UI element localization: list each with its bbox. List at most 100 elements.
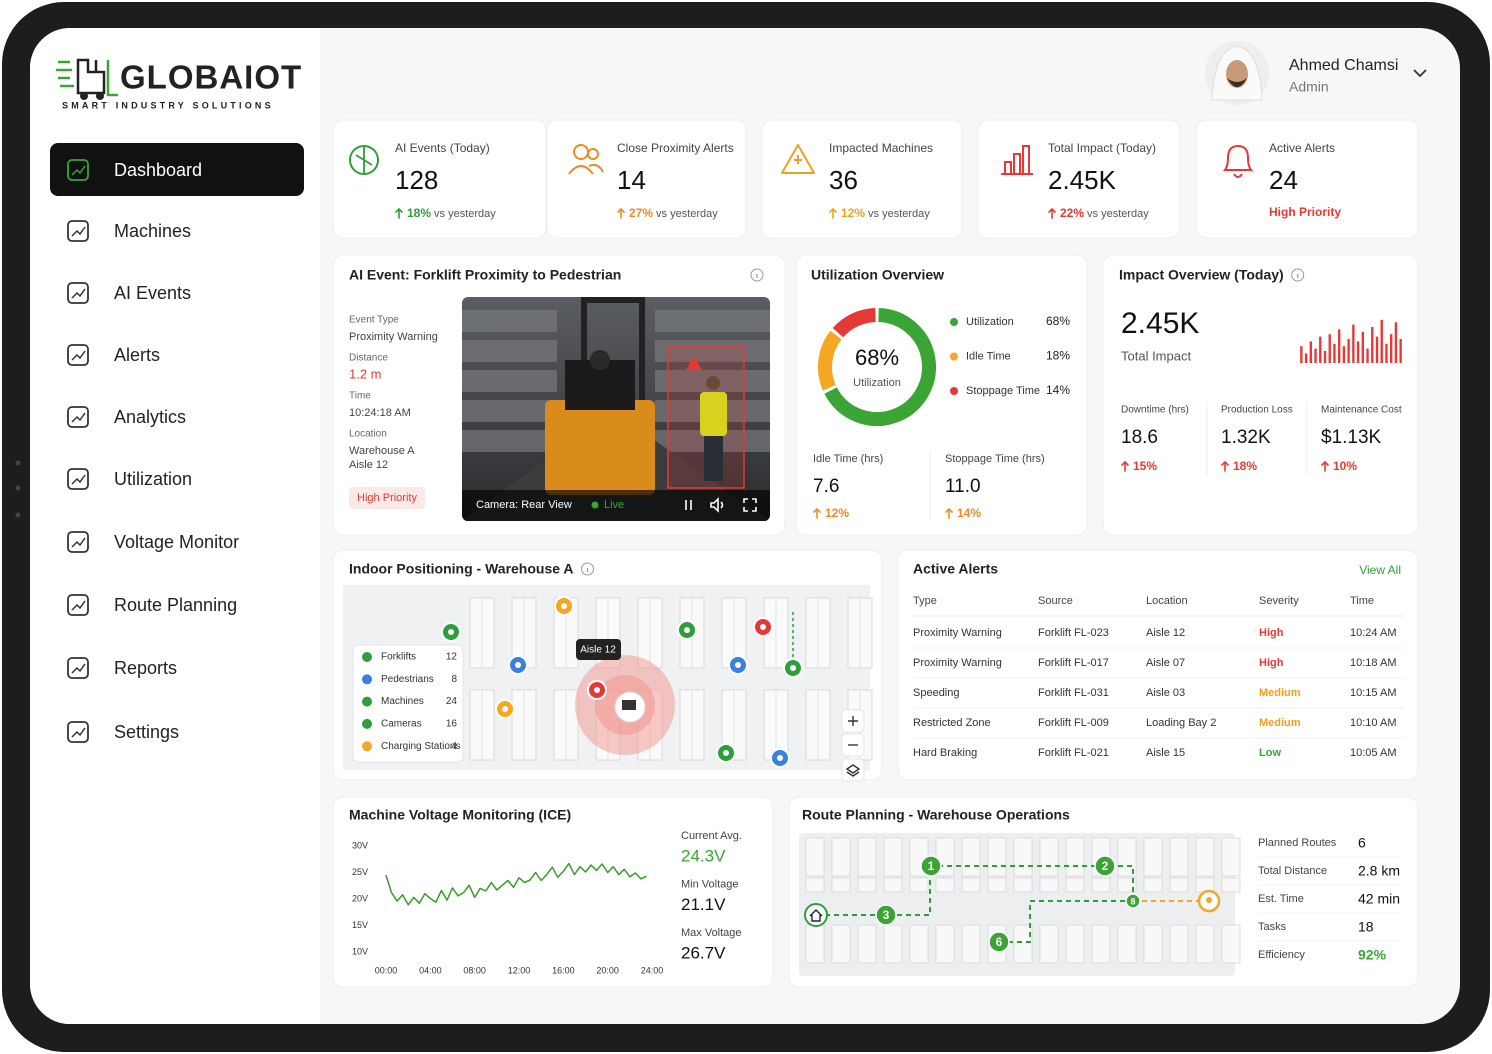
table-cell: Aisle 03 [1146,687,1185,699]
user-name: Ahmed Chamsi [1289,57,1398,74]
x-tick-label: 08:00 [463,965,486,975]
nav-item[interactable]: Voltage Monitor [67,531,239,553]
nav-item[interactable]: Utilization [67,468,192,490]
nav-label: AI Events [114,283,191,303]
kpi-label: Total Impact (Today) [1048,141,1156,155]
route-block [1195,924,1215,964]
card-title: Active Alerts [913,561,998,577]
up-arrow-icon [1121,460,1129,472]
worker-vest [700,392,727,436]
nav-label: Utilization [114,469,192,489]
map-control[interactable] [841,709,865,733]
driver [590,350,610,370]
map-control-icon [848,716,858,726]
nav-item[interactable]: Route Planning [67,594,237,616]
map-marker-dot [684,627,690,633]
impact-bar [1309,341,1312,363]
kpi-icon-detail [355,147,373,173]
route-start-icon [809,909,823,922]
nav-label: Alerts [114,345,160,365]
field-value: 1.2 m [349,366,382,381]
table-cell: Proximity Warning [913,657,1002,669]
route-block [1117,924,1137,964]
route-block [1143,877,1163,893]
nav-item[interactable]: Settings [67,721,179,743]
nav-item[interactable]: Reports [67,657,177,679]
field-value: 10:24:18 AM [349,407,411,419]
route-block [1169,877,1189,893]
route-block [987,877,1007,893]
x-tick-label: 12:00 [508,965,531,975]
info-icon [1291,268,1305,282]
kpi-note: High Priority [1269,205,1341,219]
nav-icon [67,282,89,304]
metric-change: 15% [1133,459,1157,473]
route-block [1039,837,1059,877]
nav-icon [67,594,89,616]
table-cell: 10:15 AM [1350,687,1396,699]
kpi-change: 22% [1060,206,1084,220]
nav-item[interactable]: Alerts [67,344,160,366]
route-block [987,837,1007,877]
map-control[interactable] [841,758,865,782]
impact-bar [1394,322,1398,363]
nav-item[interactable]: Analytics [67,406,186,428]
table-cell: Forklift FL-023 [1038,627,1109,639]
alerts-card [897,549,1419,781]
impact-bar [1328,334,1331,363]
x-tick-label: 04:00 [419,965,442,975]
kpi-icon [1001,145,1033,175]
x-tick-label: 20:00 [596,965,619,975]
route-block [805,837,825,877]
kpi-note: vs yesterday [868,208,930,220]
impact-bar [1319,336,1322,363]
route-block [1065,924,1085,964]
nav-item[interactable]: AI Events [67,282,191,304]
voltage-stat-value: 24.3V [681,846,726,865]
worker-head [706,376,720,390]
route-block [1039,924,1059,964]
x-tick-label: 24:00 [641,965,664,975]
impact-bar [1380,319,1383,363]
route-node-label: 2 [1102,859,1109,873]
legend-count: 16 [446,719,458,730]
map-marker-dot [448,629,454,635]
y-tick-label: 15V [352,920,368,930]
kpi-label: Impacted Machines [829,141,933,155]
table-cell: Speeding [913,687,960,699]
forklift-marker-icon [622,700,636,710]
table-cell: Hard Braking [913,747,977,759]
kpi-value: 14 [617,165,646,195]
user-menu-toggle[interactable] [1413,69,1427,78]
impact-bar [1352,324,1355,363]
route-block [1013,877,1033,893]
route-block [961,837,981,877]
legend-label: Stoppage Time [966,385,1040,397]
nav-item[interactable]: Machines [67,220,191,242]
nav-icon [67,159,89,181]
route-block [1195,877,1215,893]
stat-value: 11.0 [945,476,981,497]
table-cell: 10:18 AM [1350,657,1396,669]
camera-controls[interactable] [685,497,757,513]
map-control[interactable] [841,733,865,757]
voltage-stat-label: Max Voltage [681,927,742,939]
kpi-card [761,119,963,239]
nav-icon [67,531,89,553]
impact-bar [1375,336,1379,363]
view-all-link[interactable]: View All [1359,563,1401,577]
route-node [920,855,942,877]
card-title: Machine Voltage Monitoring (ICE) [349,807,571,823]
impact-bar [1323,351,1327,363]
shelf [462,430,557,452]
nav-icon-detail [71,226,86,237]
legend-label: Idle Time [966,350,1011,362]
nav-item[interactable]: Dashboard [50,143,304,196]
priority-badge [349,487,425,509]
card-title: Route Planning - Warehouse Operations [802,807,1070,823]
route-block [1143,837,1163,877]
route-block [1143,924,1163,964]
map-marker-dot [502,706,508,712]
nav-icon [67,468,89,490]
